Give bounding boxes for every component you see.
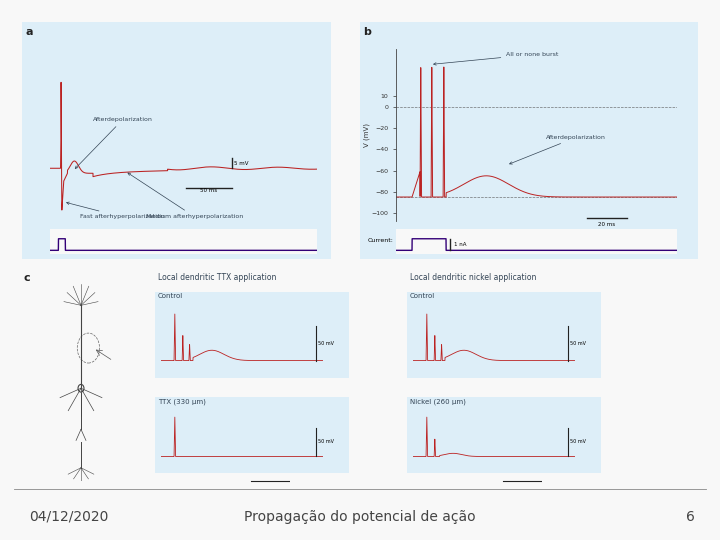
Text: All or none burst: All or none burst (433, 52, 559, 65)
Text: Fast afterhyperpolarization: Fast afterhyperpolarization (67, 202, 164, 219)
Ellipse shape (78, 384, 84, 392)
Text: Control: Control (410, 293, 435, 299)
Text: Medium afterhyperpolarization: Medium afterhyperpolarization (128, 173, 243, 219)
Bar (155, 397, 349, 472)
Y-axis label: V (mV): V (mV) (364, 123, 370, 147)
Text: Current:: Current: (367, 238, 393, 243)
Text: 50 mV: 50 mV (318, 341, 334, 346)
Bar (360, 22, 698, 259)
Text: 50 mV: 50 mV (570, 440, 586, 444)
Bar (22, 22, 331, 259)
Text: Afterdepolarization: Afterdepolarization (76, 117, 153, 168)
Text: 50 ms: 50 ms (200, 188, 217, 193)
Text: 50 mV: 50 mV (570, 341, 586, 346)
Text: Local dendritic nickel application: Local dendritic nickel application (410, 273, 537, 282)
Text: 04/12/2020: 04/12/2020 (29, 510, 108, 524)
Bar (407, 292, 601, 378)
Text: 20 ms: 20 ms (598, 221, 615, 227)
Text: TTX (330 μm): TTX (330 μm) (158, 399, 205, 405)
Bar (407, 397, 601, 472)
Text: c: c (23, 273, 30, 283)
Text: b: b (364, 27, 372, 37)
Bar (155, 292, 349, 378)
Text: 5 mV: 5 mV (234, 161, 248, 166)
Text: Propagação do potencial de ação: Propagação do potencial de ação (244, 510, 476, 524)
Text: 1 nA: 1 nA (454, 242, 467, 247)
Text: 50 mV: 50 mV (318, 440, 334, 444)
Text: Local dendritic TTX application: Local dendritic TTX application (158, 273, 276, 282)
Text: a: a (25, 27, 32, 37)
Text: Control: Control (158, 293, 183, 299)
Text: 6: 6 (686, 510, 695, 524)
Text: Afterdepolarization: Afterdepolarization (510, 134, 606, 164)
Text: Nickel (260 μm): Nickel (260 μm) (410, 399, 466, 405)
